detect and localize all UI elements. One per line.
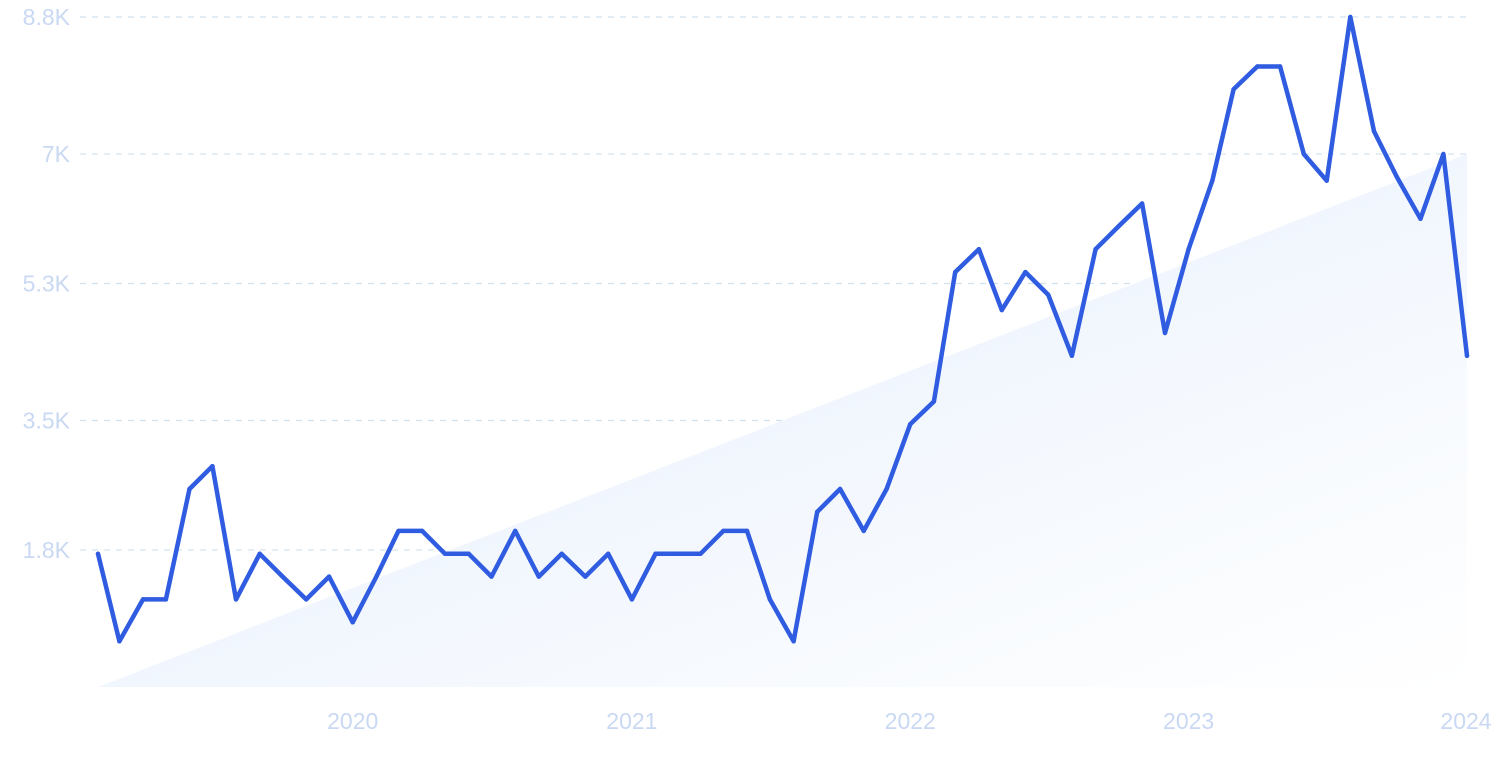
data-point xyxy=(815,509,820,515)
data-point xyxy=(1116,224,1121,229)
data-point xyxy=(1231,87,1236,92)
x-axis-ticks: 2020 2021 2022 2023 2024 xyxy=(327,708,1492,734)
series-line xyxy=(95,14,1470,644)
data-point xyxy=(1069,353,1075,358)
data-point xyxy=(187,486,192,492)
data-point xyxy=(257,551,262,556)
data-point xyxy=(931,399,937,404)
data-point xyxy=(953,269,958,275)
data-point xyxy=(1418,216,1423,221)
x-tick-label: 2020 xyxy=(327,708,378,734)
data-point xyxy=(1277,64,1283,69)
data-point xyxy=(698,551,703,556)
y-tick-label: 3.5K xyxy=(23,408,71,434)
data-point xyxy=(95,551,101,556)
data-point xyxy=(884,486,889,492)
data-point xyxy=(304,597,309,602)
data-point xyxy=(744,528,750,534)
x-tick-label: 2022 xyxy=(885,708,936,734)
data-point xyxy=(606,551,611,556)
y-tick-label: 7K xyxy=(42,141,71,167)
data-point xyxy=(629,597,635,602)
data-point xyxy=(1464,353,1470,358)
data-point xyxy=(1324,178,1329,183)
data-point xyxy=(1162,330,1168,336)
data-point xyxy=(210,464,215,469)
data-point xyxy=(1186,247,1191,252)
data-point xyxy=(374,574,379,579)
data-point xyxy=(999,307,1004,313)
data-point xyxy=(1301,151,1307,157)
data-point xyxy=(767,597,773,602)
data-point xyxy=(674,551,680,556)
data-point xyxy=(233,597,239,602)
data-point xyxy=(326,574,332,579)
data-point xyxy=(536,574,541,579)
x-tick-label: 2024 xyxy=(1440,708,1491,734)
data-point xyxy=(419,528,425,534)
data-point xyxy=(791,639,796,644)
data-point xyxy=(117,639,122,644)
data-point xyxy=(1023,269,1028,275)
data-point xyxy=(1371,129,1377,134)
y-axis-ticks: 1.8K 3.5K 5.3K 7K 8.8K xyxy=(23,4,71,563)
x-tick-label: 2021 xyxy=(606,708,657,734)
data-point xyxy=(489,574,494,579)
data-point xyxy=(837,486,843,492)
y-tick-label: 1.8K xyxy=(23,537,71,563)
data-point xyxy=(513,528,518,534)
data-point xyxy=(976,247,982,252)
data-point xyxy=(466,551,471,556)
data-point xyxy=(163,597,169,602)
data-point xyxy=(1394,174,1400,180)
data-series xyxy=(95,14,1470,644)
y-tick-label: 8.8K xyxy=(23,4,71,30)
trend-triangle xyxy=(98,154,1467,687)
data-point xyxy=(140,597,146,602)
y-tick-label: 5.3K xyxy=(23,270,71,296)
data-point xyxy=(1441,151,1446,157)
data-point xyxy=(1210,178,1215,183)
data-point xyxy=(908,422,913,427)
data-point xyxy=(559,551,564,556)
data-point xyxy=(721,528,726,534)
data-point xyxy=(280,574,285,579)
trend-area xyxy=(98,154,1467,687)
data-point xyxy=(1046,292,1051,298)
data-point xyxy=(442,551,448,556)
data-point xyxy=(1348,14,1353,20)
data-point xyxy=(861,528,866,534)
data-point xyxy=(1093,247,1098,252)
x-tick-label: 2023 xyxy=(1163,708,1214,734)
data-point xyxy=(1255,64,1260,69)
data-point xyxy=(583,574,588,579)
data-point xyxy=(653,551,658,556)
data-point xyxy=(396,528,401,534)
data-point xyxy=(1139,201,1145,206)
data-point xyxy=(350,620,355,625)
